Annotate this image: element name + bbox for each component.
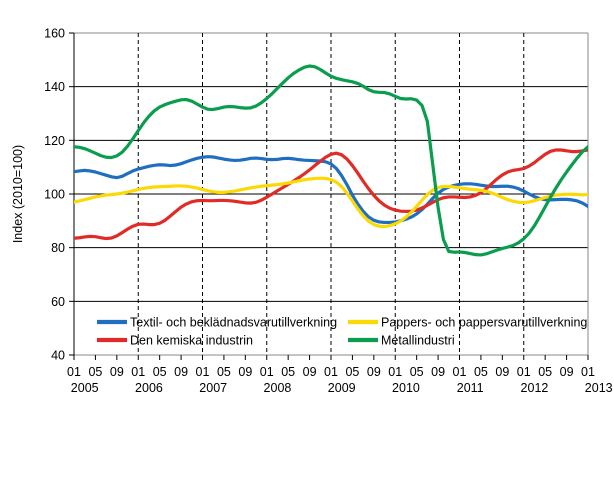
x-month-label: 01 <box>324 365 338 379</box>
y-axis-ticks: 40 60 80 100 120 140 160 <box>44 27 74 363</box>
y-tick-label: 160 <box>44 27 65 41</box>
x-year-label: 2011 <box>457 381 484 395</box>
legend-item[interactable]: Den kemiska industrin <box>97 334 253 348</box>
y-axis-title-text: Index (2010=100) <box>11 145 25 243</box>
x-month-label: 05 <box>153 365 167 379</box>
y-tick-label: 40 <box>51 349 65 363</box>
x-month-label: 05 <box>410 365 424 379</box>
x-year-label: 2013 <box>585 381 613 395</box>
x-month-label: 01 <box>131 365 145 379</box>
x-year-label: 2008 <box>264 381 292 395</box>
y-tick-label: 140 <box>44 80 65 94</box>
x-month-label: 01 <box>260 365 274 379</box>
x-month-label: 01 <box>581 365 595 379</box>
x-month-label: 05 <box>538 365 552 379</box>
legend-label: Metallindustri <box>381 334 455 348</box>
x-month-label: 09 <box>238 365 252 379</box>
x-month-label: 09 <box>110 365 124 379</box>
x-year-label: 2012 <box>521 381 549 395</box>
x-axis-labels: 01 05 09 01 05 09 01 05 09 01 05 09 01 05 09 01 05 09 01 05… <box>67 365 613 395</box>
x-month-label: 09 <box>367 365 381 379</box>
series-line-2 <box>74 176 588 229</box>
data-series-group <box>74 64 588 257</box>
y-tick-label: 80 <box>51 241 65 255</box>
x-month-label: 09 <box>431 365 445 379</box>
x-month-label: 01 <box>67 365 81 379</box>
legend-item[interactable]: Metallindustri <box>348 334 455 348</box>
x-axis-ticks <box>73 355 589 360</box>
x-month-label: 01 <box>517 365 531 379</box>
y-tick-label: 100 <box>44 188 65 202</box>
x-month-label: 01 <box>453 365 467 379</box>
series-line-1 <box>74 148 588 241</box>
legend-label: Pappers- och pappersvarutillverkning <box>381 316 587 330</box>
legend-label: Textil- och beklädnadsvarutillverkning <box>130 316 337 330</box>
x-month-label: 09 <box>560 365 574 379</box>
legend-item[interactable]: Textil- och beklädnadsvarutillverkning <box>97 316 337 330</box>
series-line-3 <box>74 64 588 257</box>
x-year-label: 2005 <box>71 381 99 395</box>
x-year-label: 2007 <box>199 381 227 395</box>
x-month-label: 01 <box>196 365 210 379</box>
x-month-label: 05 <box>281 365 295 379</box>
x-month-label: 05 <box>474 365 488 379</box>
gridlines <box>74 32 589 356</box>
x-month-label: 05 <box>88 365 102 379</box>
x-year-label: 2006 <box>135 381 163 395</box>
chart-legend: Textil- och beklädnadsvarutillverkning Pa… <box>97 316 587 348</box>
x-month-label: 05 <box>345 365 359 379</box>
y-tick-label: 60 <box>51 295 65 309</box>
x-year-label: 2009 <box>328 381 356 395</box>
x-month-label: 09 <box>495 365 509 379</box>
legend-label: Den kemiska industrin <box>130 334 253 348</box>
x-month-label: 09 <box>174 365 188 379</box>
y-tick-label: 120 <box>44 134 65 148</box>
x-month-label: 01 <box>388 365 402 379</box>
legend-item[interactable]: Pappers- och pappersvarutillverkning <box>348 316 587 330</box>
x-month-label: 09 <box>303 365 317 379</box>
x-month-label: 05 <box>217 365 231 379</box>
x-year-label: 2010 <box>392 381 420 395</box>
y-axis-title: Index (2010=100) <box>11 145 25 243</box>
